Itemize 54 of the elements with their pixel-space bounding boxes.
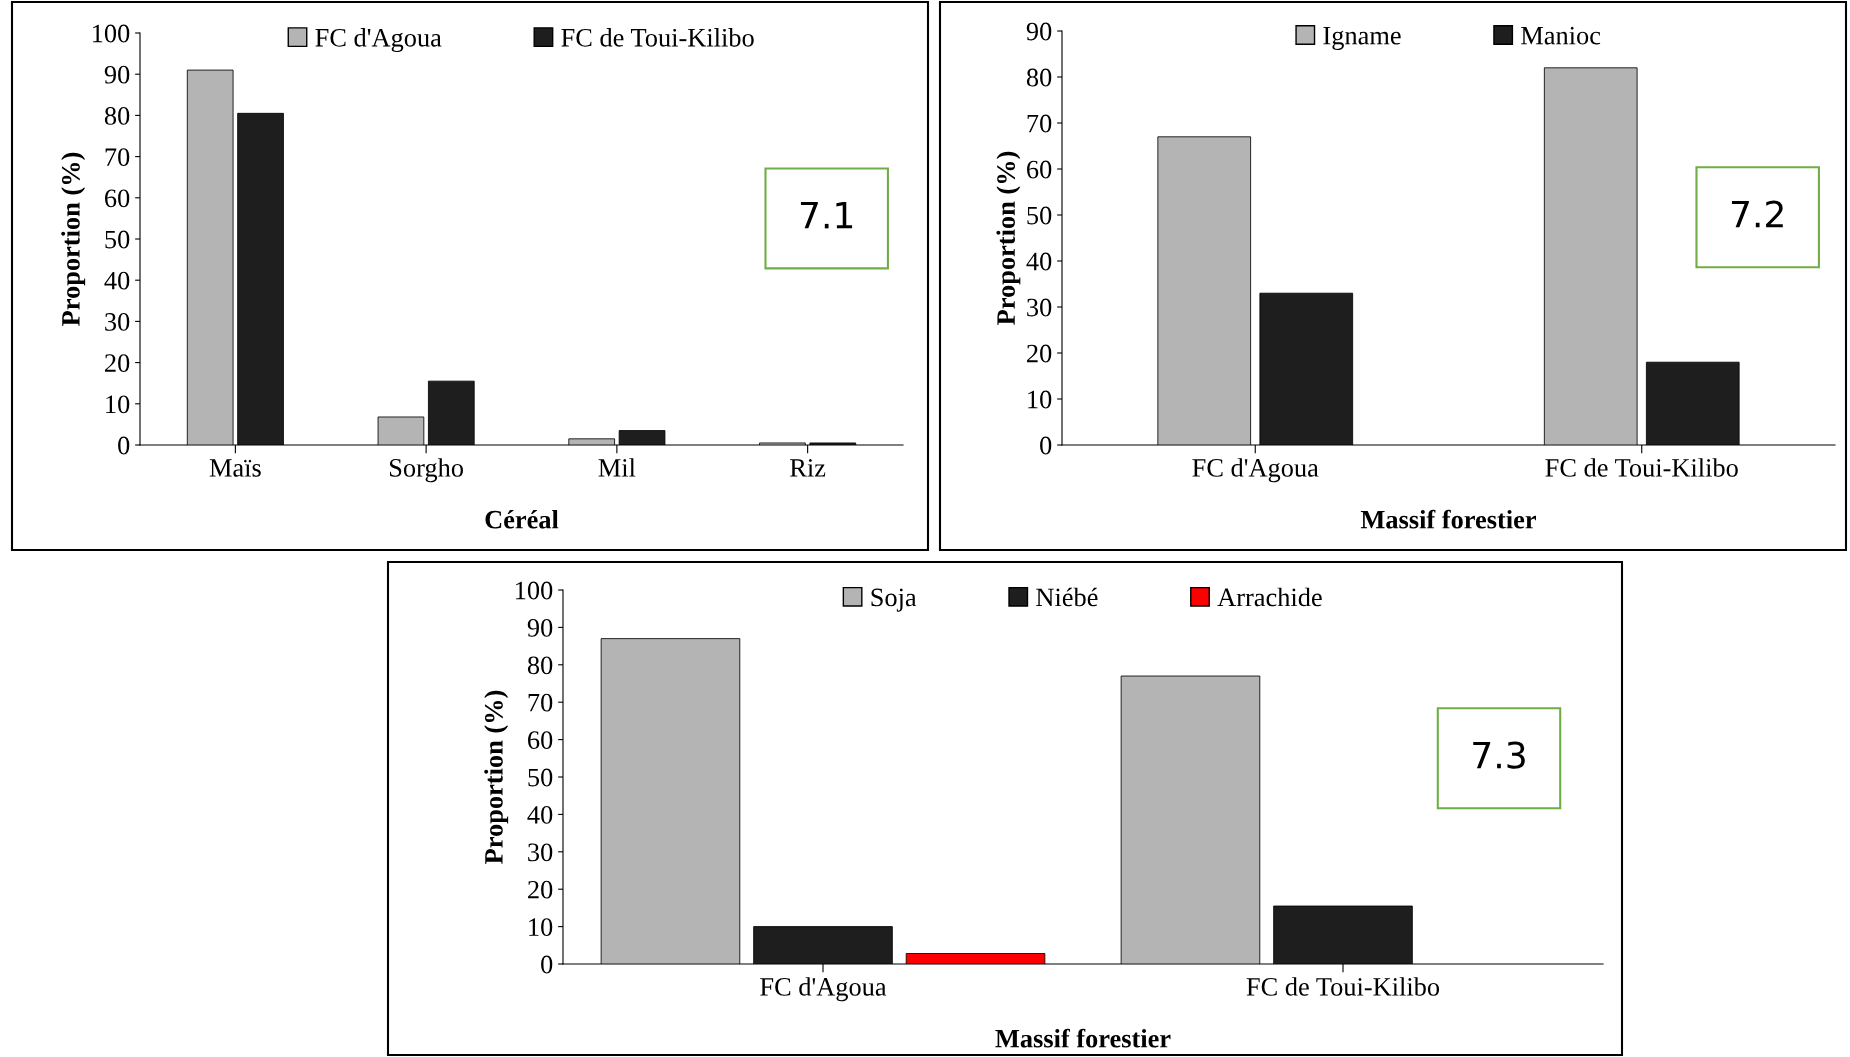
y-axis-title: Proportion (%)	[996, 151, 1021, 325]
y-tick-label: 0	[1040, 436, 1052, 455]
y-tick-label: 10	[106, 395, 130, 414]
legend-label: FC de Toui-Kilibo	[561, 28, 754, 47]
legend-label: Manioc	[1521, 26, 1601, 45]
legend-label: Niébé	[1036, 587, 1098, 607]
x-tick-label: FC de Toui-Kilibo	[1545, 458, 1738, 477]
y-tick-label: 40	[1026, 252, 1052, 271]
x-tick-label: FC d'Agoua	[1192, 458, 1319, 483]
y-tick-label: 90	[527, 619, 553, 637]
y-tick-label: 60	[1027, 160, 1052, 179]
y-tick-label: 10	[529, 918, 553, 937]
y-tick-label: 20	[528, 880, 553, 899]
y-tick-label: 90	[104, 65, 130, 84]
y-tick-label: 30	[528, 843, 553, 862]
y-axis-title: Proportion (%)	[61, 152, 86, 326]
y-tick-label: 80	[1026, 68, 1052, 87]
y-tick-label: 60	[528, 731, 553, 750]
x-axis-title: Céréal	[485, 509, 559, 529]
legend-label: Arrachide	[1217, 587, 1322, 607]
x-axis-title: Massif forestier	[1360, 509, 1536, 529]
x-tick-label: Riz	[790, 459, 826, 477]
x-tick-label: Sorgho	[390, 458, 464, 483]
y-tick-label: 50	[1027, 206, 1052, 225]
y-tick-label: 40	[527, 806, 553, 824]
y-tick-label: 70	[105, 148, 130, 167]
y-tick-label: 50	[105, 230, 130, 249]
x-tick-label: Maïs	[209, 459, 261, 477]
y-tick-label: 10	[1028, 390, 1052, 409]
y-tick-label: 0	[541, 955, 553, 974]
y-tick-label: 100	[516, 581, 553, 600]
y-tick-label: 70	[1027, 114, 1052, 133]
x-tick-label: Mil	[598, 458, 636, 477]
legend-label: Soja	[871, 588, 917, 612]
annotation: 7.1	[800, 202, 853, 229]
legend-label: FC d'Agoua	[315, 28, 442, 53]
y-tick-label: 20	[1027, 344, 1052, 363]
y-tick-label: 80	[104, 107, 130, 125]
y-tick-label: 60	[105, 189, 130, 208]
annotation: 7.2	[1731, 200, 1783, 228]
y-tick-label: 40	[104, 271, 130, 290]
y-tick-label: 0	[118, 436, 130, 455]
y-tick-label: 100	[93, 24, 130, 43]
y-tick-label: 30	[1027, 298, 1052, 317]
x-axis-title: Massif forestier	[995, 1028, 1171, 1048]
legend-label: Igname	[1323, 26, 1401, 50]
y-tick-label: 20	[105, 354, 130, 373]
y-tick-label: 90	[1026, 22, 1052, 41]
y-tick-label: 50	[528, 768, 553, 787]
y-tick-label: 70	[528, 693, 553, 712]
y-tick-label: 30	[105, 313, 130, 331]
annotation: 7.3	[1473, 741, 1525, 769]
y-tick-label: 80	[527, 656, 553, 675]
y-axis-title: Proportion (%)	[484, 690, 509, 864]
